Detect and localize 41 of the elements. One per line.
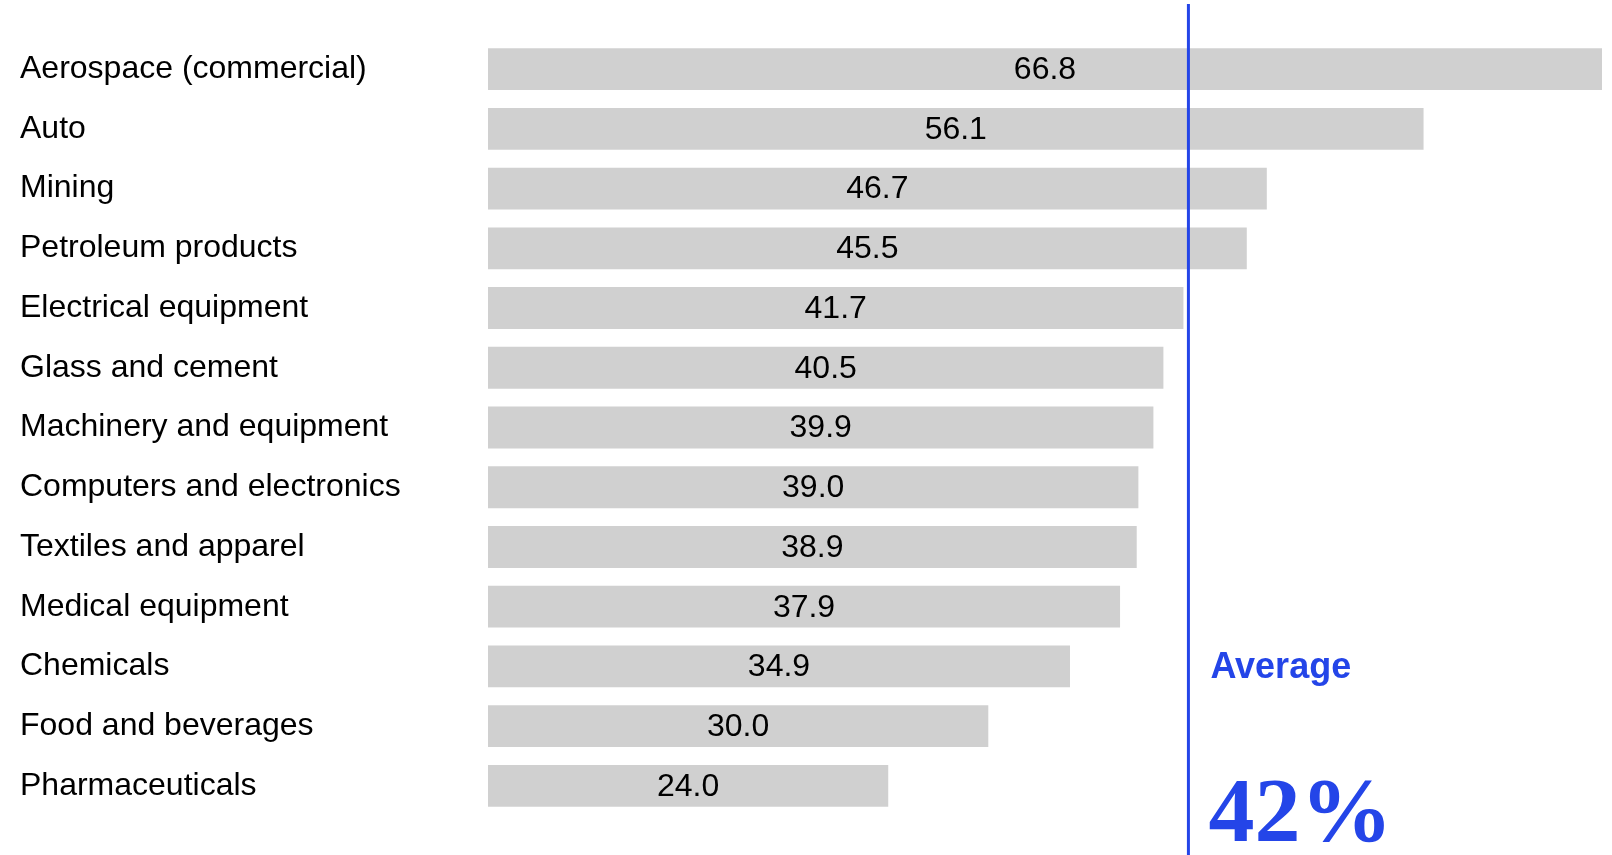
y-tick-label: Mining [20, 168, 115, 205]
data-label: 66.8 [1013, 49, 1077, 86]
data-label: 39.0 [782, 468, 845, 505]
bar [488, 585, 1121, 628]
y-tick-label: Computers and electronics [20, 467, 401, 504]
data-label: 24.0 [656, 766, 720, 803]
bar [488, 526, 1137, 568]
y-tick-label: Aerospace (commercial) [20, 48, 367, 85]
bar [488, 287, 1184, 329]
bar [488, 466, 1139, 509]
bar [488, 227, 1247, 270]
bar [488, 705, 989, 748]
y-tick-label: Electrical equipment [20, 287, 309, 324]
data-label: 38.9 [781, 527, 844, 564]
annotation: 42% [1208, 759, 1393, 855]
data-label: 30.0 [707, 707, 770, 744]
data-label: 45.5 [836, 229, 899, 266]
y-tick-label: Machinery and equipment [20, 407, 389, 444]
data-label: 34.9 [747, 647, 811, 684]
y-tick-label: Textiles and apparel [20, 526, 305, 563]
ref-line-label: Average [1210, 644, 1352, 686]
data-label: 37.9 [772, 587, 836, 624]
y-tick-label: Auto [20, 108, 86, 145]
data-label: 46.7 [846, 169, 909, 206]
data-label: 39.9 [789, 408, 852, 445]
y-tick-label: Chemicals [20, 646, 170, 683]
y-tick-label: Medical equipment [20, 586, 289, 623]
bar [488, 406, 1154, 449]
data-label: 56.1 [924, 109, 987, 146]
bar [488, 48, 1602, 90]
data-label: 41.7 [804, 288, 867, 325]
y-tick-label: Pharmaceuticals [20, 765, 257, 802]
bar [488, 167, 1267, 210]
data-label: 40.5 [794, 348, 857, 385]
y-tick-label: Petroleum products [20, 228, 298, 265]
y-tick-label: Glass and cement [20, 347, 279, 384]
bar [488, 346, 1164, 389]
y-tick-label: Food and beverages [20, 706, 314, 743]
bar [488, 645, 1071, 688]
bar [488, 765, 889, 807]
bar [488, 107, 1424, 150]
